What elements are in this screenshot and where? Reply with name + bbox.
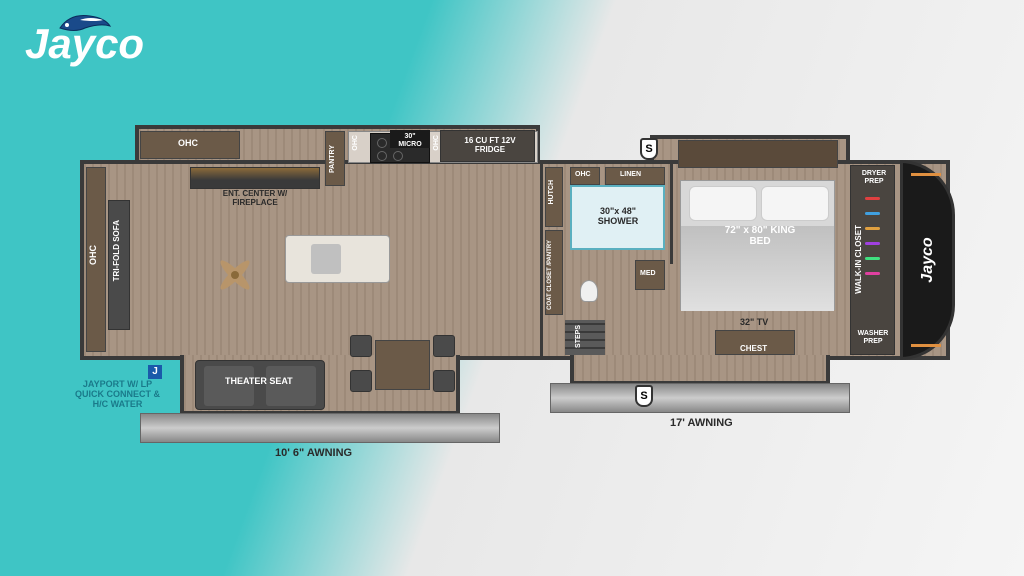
jayport-label: JAYPORT W/ LP QUICK CONNECT & H/C WATER (70, 380, 165, 410)
walkin-label: WALK-IN CLOSET (855, 225, 864, 294)
nose-brand: Jayco (919, 237, 937, 282)
s-marker-bottom: S (635, 385, 653, 407)
steps (565, 320, 605, 355)
chair-3 (433, 335, 455, 357)
slideout-bottom-right (570, 355, 830, 385)
king-label: 72" x 80" KING BED (715, 225, 805, 247)
hutch-label: HUTCH (548, 180, 556, 205)
front-cap: Jayco (900, 160, 955, 360)
pillow-left (689, 186, 757, 221)
wall-bedroom (670, 164, 673, 264)
bed-headboard (678, 140, 838, 168)
chest-label: CHEST (740, 345, 767, 354)
chair-4 (433, 370, 455, 392)
shower-label: 30"x 48" SHOWER (583, 207, 653, 227)
awning-left (140, 413, 500, 443)
floorplan-diagram: OHC TRI-FOLD SOFA OHC ENT. CENTER W/ FIR… (80, 125, 950, 415)
ohc-left-label: OHC (89, 245, 99, 265)
fridge-label: 16 CU FT 12V FRIDGE (450, 137, 530, 155)
ent-center (190, 167, 320, 189)
tv-label: 32" TV (740, 318, 768, 328)
pantry-label: PANTRY (329, 145, 337, 173)
dinette (345, 325, 460, 405)
ent-label: ENT. CENTER W/ FIREPLACE (200, 190, 310, 208)
closet-hangers (865, 185, 880, 335)
sink (311, 244, 341, 274)
wall-bathroom (540, 164, 543, 356)
micro-label: 30" MICRO (394, 133, 426, 148)
ohc-k1-label: OHC (352, 135, 360, 151)
dinette-table (375, 340, 430, 390)
ceiling-fan-icon (210, 250, 260, 300)
brand-logo: Jayco (25, 20, 144, 68)
med-label: MED (640, 270, 656, 278)
chair-2 (350, 370, 372, 392)
pillow-right (761, 186, 829, 221)
kitchen-island (285, 235, 390, 283)
coat-label: COAT CLOSET /PANTRY (547, 240, 554, 310)
awning2-label: 17' AWNING (670, 417, 733, 429)
awning1-label: 10' 6" AWNING (275, 447, 352, 459)
chair-1 (350, 335, 372, 357)
awning-right (550, 383, 850, 413)
ohc-bath-label: OHC (575, 171, 591, 179)
j-marker: J (148, 365, 162, 379)
ohc-top1-label: OHC (178, 139, 198, 149)
theater-label: THEATER SEAT (225, 377, 293, 387)
linen-label: LINEN (620, 171, 641, 179)
toilet (580, 280, 598, 302)
trifold-label: TRI-FOLD SOFA (113, 220, 122, 281)
steps-label: STEPS (575, 325, 583, 348)
dryer-label: DRYER PREP (855, 170, 893, 185)
s-marker-top: S (640, 138, 658, 160)
